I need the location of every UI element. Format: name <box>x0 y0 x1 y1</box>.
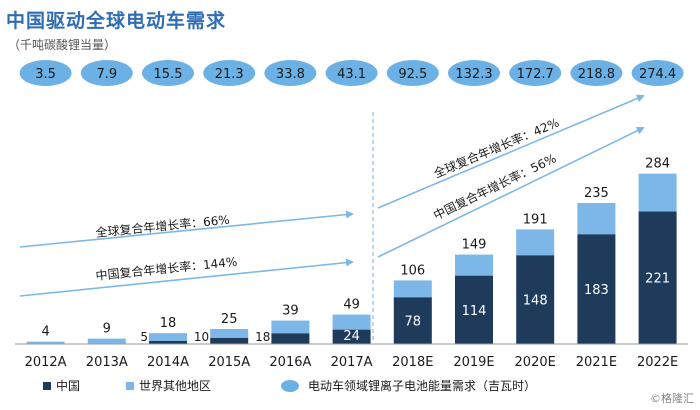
ev-demand-oval <box>386 60 439 86</box>
bar-china-label: 221 <box>645 272 670 287</box>
ev-demand-label: 21.3 <box>215 67 244 82</box>
x-tick-label: 2021E <box>576 355 617 370</box>
ev-demand-oval <box>19 60 72 86</box>
ev-demand-oval <box>325 60 378 86</box>
watermark: ©格隆汇 <box>650 392 694 405</box>
bar-china-label: 183 <box>584 283 609 298</box>
x-tick-label: 2017A <box>331 355 373 370</box>
cagr-arrow <box>377 127 645 258</box>
legend-swatch-rest <box>126 382 134 390</box>
x-tick-label: 2018E <box>392 355 433 370</box>
legend-swatch-ev-demand <box>281 380 299 392</box>
chart-title: 中国驱动全球电动车需求 <box>6 10 227 32</box>
bar-total-label: 106 <box>400 263 425 278</box>
bar-china-label: 18 <box>255 330 270 344</box>
bar-china <box>332 329 371 344</box>
bar-total-label: 49 <box>343 298 360 313</box>
legend-label-china: 中国 <box>56 378 80 393</box>
bar-rest-of-world <box>271 320 310 334</box>
x-tick-label: 2016A <box>269 355 311 370</box>
ev-demand-label: 33.8 <box>276 67 305 82</box>
cagr-arrow <box>377 94 645 209</box>
bar-total-label: 235 <box>584 186 609 201</box>
bar-total-label: 39 <box>282 304 299 319</box>
bar-total-label: 149 <box>462 238 487 253</box>
ev-demand-oval <box>509 60 562 86</box>
ev-demand-label: 92.5 <box>398 67 427 82</box>
ev-demand-label: 218.8 <box>578 67 615 82</box>
bar-series: 4 9 18525103918492410678149114191148235183… <box>26 157 677 344</box>
ev-demand-label: 3.5 <box>35 67 56 82</box>
bar-rest-of-world <box>516 229 555 256</box>
bar-china <box>271 333 310 344</box>
legend: 中国 世界其他地区 电动车领域锂离子电池能量需求（吉瓦时） <box>43 378 536 393</box>
x-axis: 2012A 2013A 2014A 2015A 2016A 2017A 2018E 2019E… <box>15 343 688 370</box>
bar-total-label: 18 <box>160 316 177 331</box>
bar-rest-of-world <box>577 203 616 235</box>
ev-demand-oval <box>142 60 194 86</box>
bar-china <box>149 341 187 344</box>
ev-demand-label: 172.7 <box>517 67 554 82</box>
ev-demand-label: 15.5 <box>154 67 183 82</box>
x-tick-label: 2020E <box>515 355 556 370</box>
bar-rest-of-world <box>455 254 493 276</box>
bar-china <box>577 234 616 344</box>
bar-total-label: 4 <box>41 325 49 340</box>
bar-china-label: 114 <box>462 304 487 319</box>
bar-rest-of-world <box>149 333 187 341</box>
ev-demand-label: 132.3 <box>455 67 492 82</box>
ev-demand-oval <box>203 60 256 86</box>
cagr-arrow <box>19 258 354 297</box>
bar-rest-of-world <box>638 173 677 212</box>
bar-china <box>393 297 432 344</box>
ev-demand-oval <box>264 60 317 86</box>
bar-rest-of-world <box>210 329 249 338</box>
bar-china-label: 24 <box>343 329 360 344</box>
cagr-arrow <box>19 210 354 248</box>
bar-china-label: 5 <box>140 330 148 344</box>
cagr-label: 全球复合年增长率：66% <box>95 212 231 240</box>
ev-demand-oval <box>80 60 133 86</box>
legend-label-rest: 世界其他地区 <box>139 379 211 393</box>
bar-rest-of-world <box>87 338 126 344</box>
bar-total-label: 284 <box>645 157 670 172</box>
bar-total-label: 25 <box>221 312 238 327</box>
ev-demand-oval <box>448 60 500 86</box>
x-tick-label: 2012A <box>25 355 67 370</box>
bar-china <box>210 338 249 344</box>
bar-china-label: 78 <box>405 315 422 330</box>
bar-china-label: 10 <box>194 330 209 344</box>
bar-china <box>455 275 493 344</box>
x-tick-label: 2022E <box>637 355 678 370</box>
bar-total-label: 9 <box>103 322 111 337</box>
ev-demand-ovals: 3.5 7.9 15.5 21.3 33.8 43.1 92.5 132.3 172.7 218.… <box>19 60 684 86</box>
bar-china-label: 148 <box>523 294 548 309</box>
legend-swatch-china <box>43 382 51 390</box>
chart-subtitle: （千吨碳酸锂当量） <box>8 38 117 52</box>
bar-total-label: 191 <box>523 212 548 227</box>
cagr-label: 中国复合年增长率：144% <box>95 254 238 283</box>
ev-demand-oval <box>570 60 623 86</box>
legend-label-ev-demand: 电动车领域锂离子电池能量需求（吉瓦时） <box>308 378 536 393</box>
x-tick-label: 2013A <box>86 355 128 370</box>
ev-demand-label: 274.4 <box>639 67 676 82</box>
x-tick-label: 2015A <box>208 355 250 370</box>
ev-demand-label: 7.9 <box>96 67 117 82</box>
ev-demand-label: 43.1 <box>337 67 366 82</box>
bar-china <box>516 255 555 344</box>
x-tick-label: 2019E <box>453 355 494 370</box>
bar-rest-of-world <box>26 341 65 344</box>
ev-demand-oval <box>631 60 684 86</box>
x-tick-label: 2014A <box>147 355 189 370</box>
bar-rest-of-world <box>332 314 371 330</box>
bar-rest-of-world <box>393 280 432 298</box>
bar-china <box>638 211 677 344</box>
